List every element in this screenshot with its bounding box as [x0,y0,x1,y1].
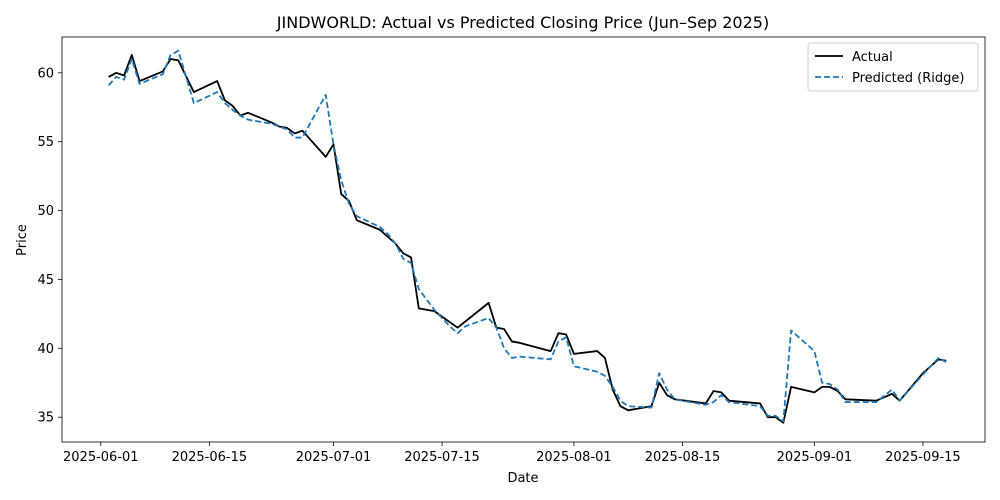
x-tick-label: 2025-06-15 [172,450,248,465]
y-tick-label: 40 [37,342,54,357]
x-axis: 2025-06-01 2025-06-15 2025-07-01 2025-07-15… [63,442,961,465]
legend-label-actual: Actual [852,50,893,65]
y-tick-label: 60 [37,66,54,81]
plot-area [62,37,985,442]
y-tick-label: 50 [37,204,54,219]
y-tick-label: 45 [37,273,54,288]
x-tick-label: 2025-06-01 [63,450,139,465]
x-tick-label: 2025-07-15 [404,450,480,465]
x-tick-label: 2025-08-01 [536,450,612,465]
y-axis-label: Price [15,224,30,256]
chart-title: JINDWORLD: Actual vs Predicted Closing P… [276,13,769,32]
x-axis-label: Date [507,471,538,486]
x-tick-label: 2025-09-15 [885,450,961,465]
x-tick-label: 2025-09-01 [777,450,853,465]
x-tick-label: 2025-08-15 [645,450,721,465]
y-tick-label: 55 [37,135,54,150]
y-tick-label: 35 [37,411,54,426]
legend-label-predicted: Predicted (Ridge) [852,71,964,86]
y-axis: 35 40 45 50 55 60 [37,66,62,425]
x-tick-label: 2025-07-01 [296,450,372,465]
legend: Actual Predicted (Ridge) [808,43,978,91]
